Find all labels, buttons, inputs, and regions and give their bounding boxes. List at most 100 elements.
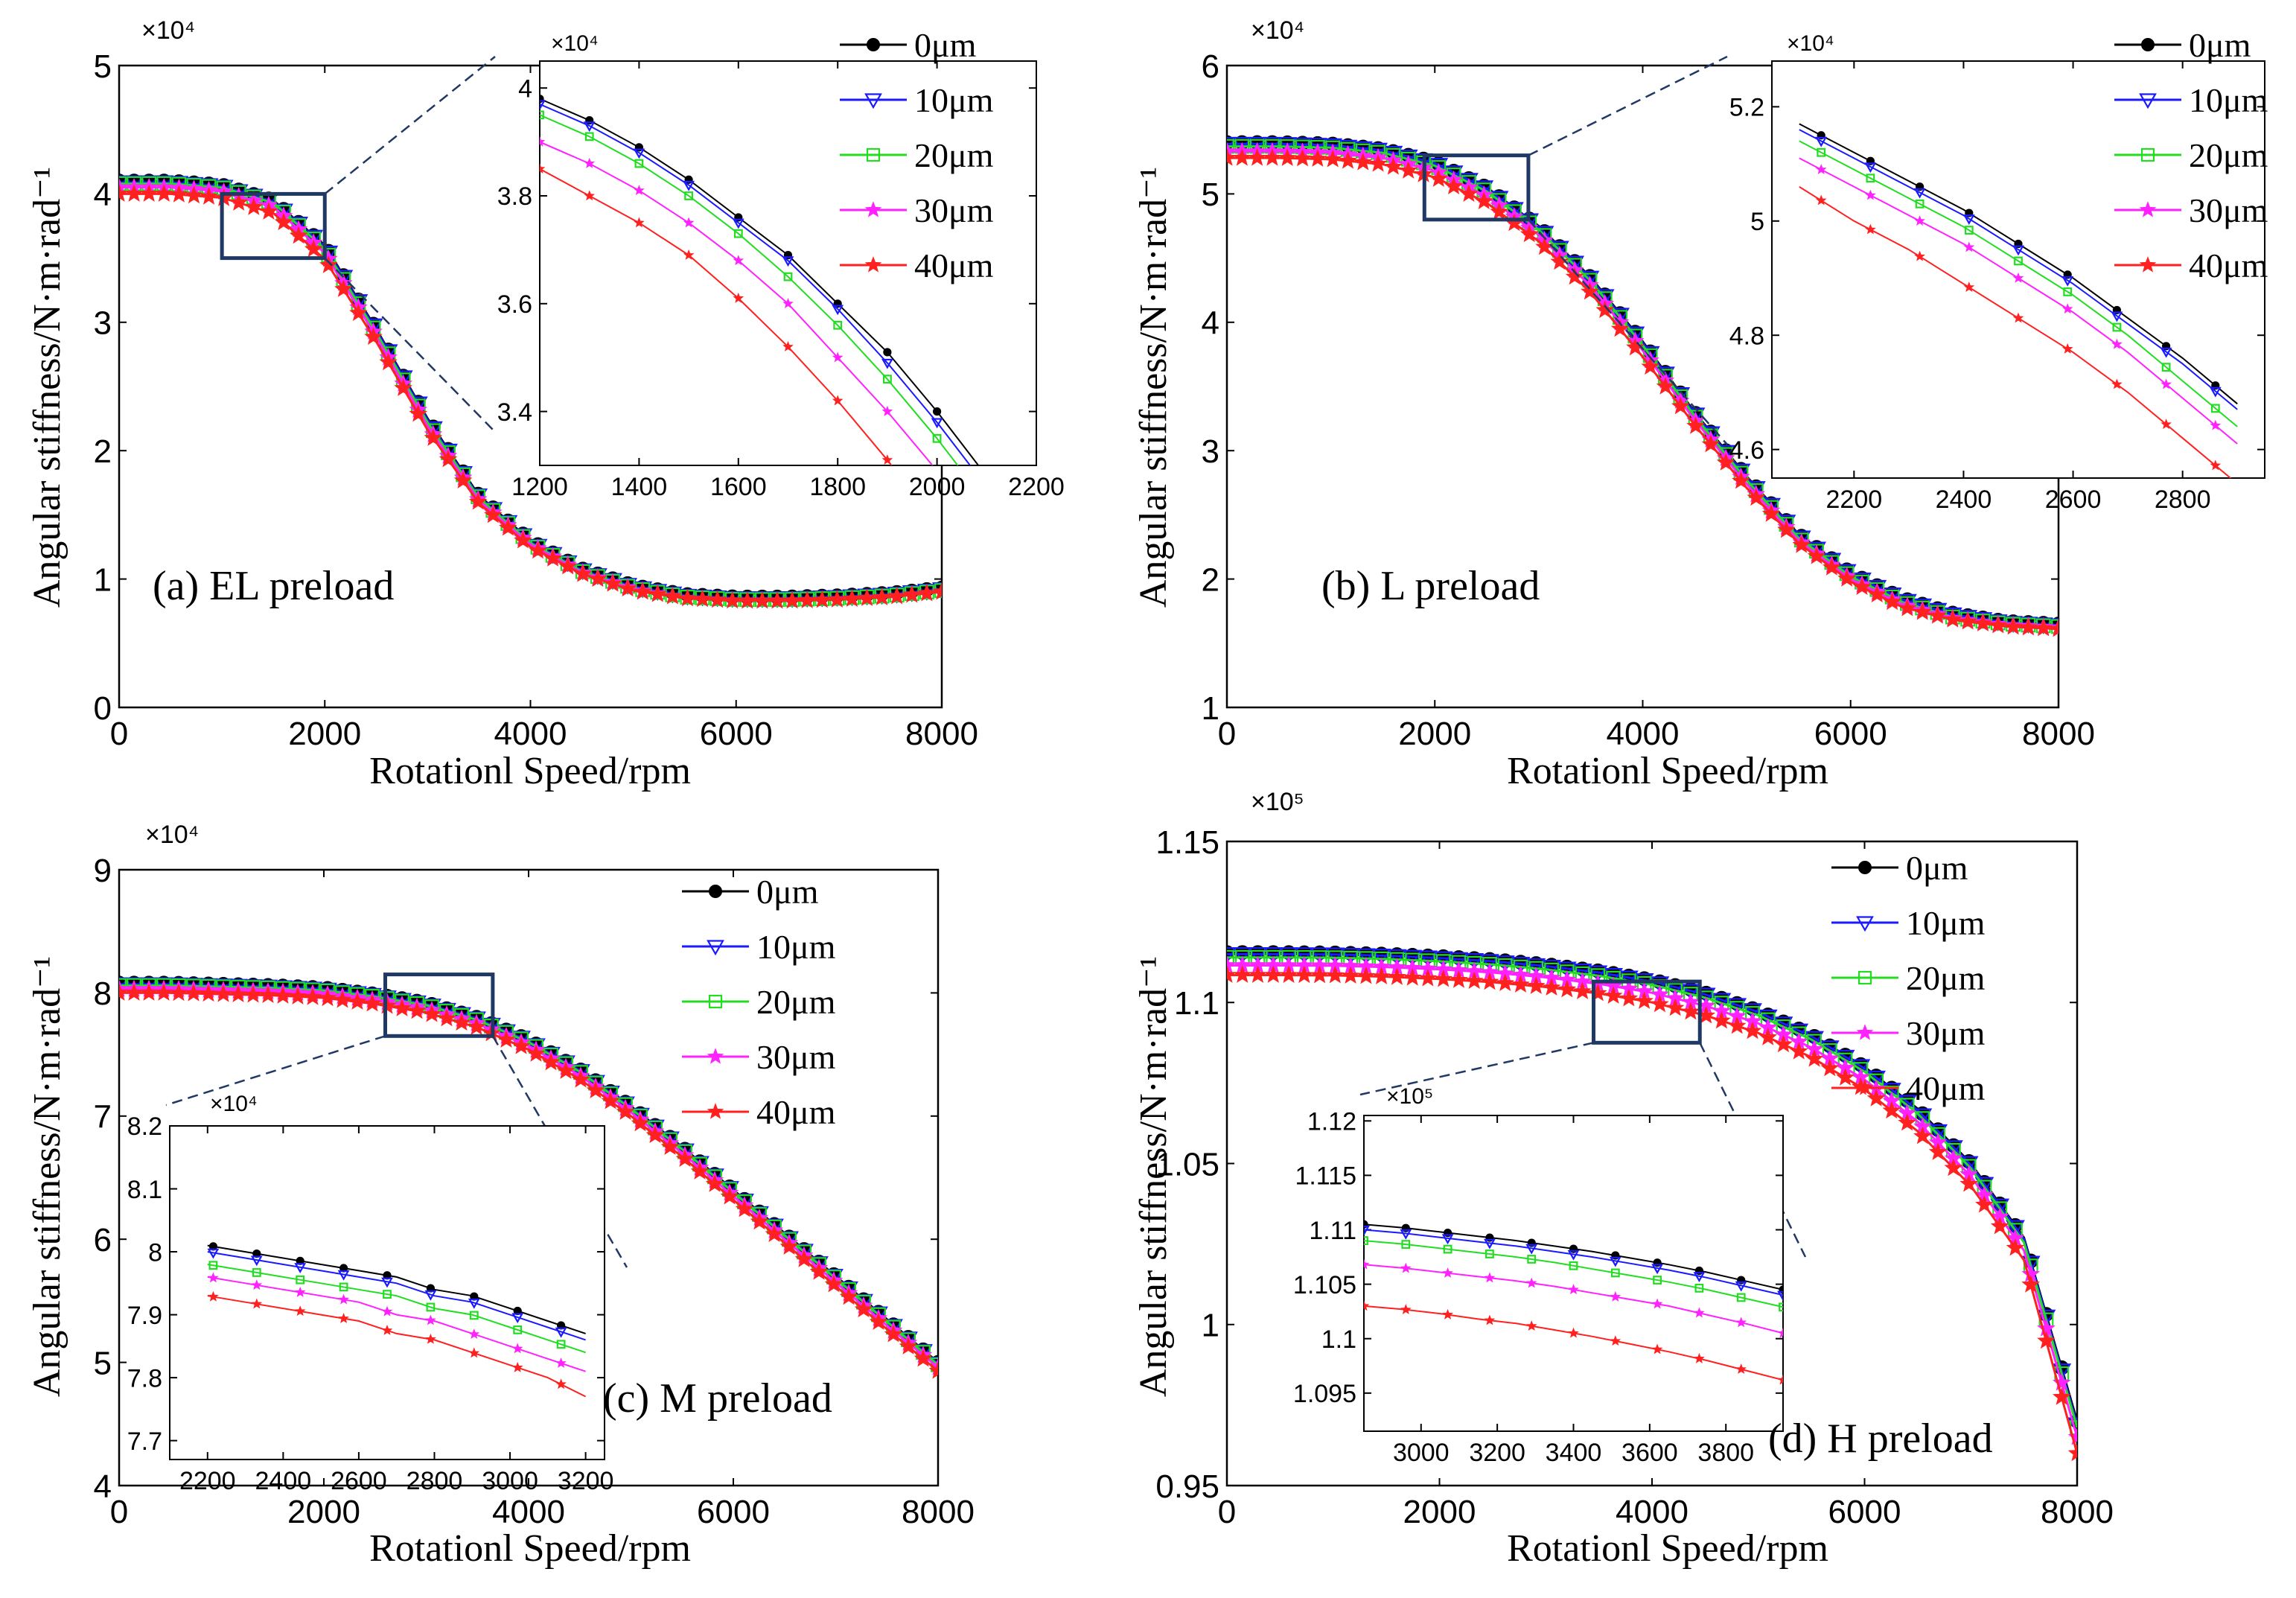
series-marker <box>1686 416 1705 434</box>
inset-series-marker <box>1735 1317 1747 1328</box>
inset-series-group <box>207 1242 587 1398</box>
inset-series-marker <box>1525 1277 1537 1288</box>
inset-series-marker <box>1815 136 1828 147</box>
series-marker <box>899 1337 918 1355</box>
x-tick-label: 2000 <box>288 716 361 752</box>
x-tick-label: 8000 <box>902 1494 975 1530</box>
series-marker <box>437 1008 456 1027</box>
inset-series-marker <box>425 1314 436 1325</box>
series-marker <box>229 984 248 1003</box>
inset-plot-frame <box>539 60 1037 466</box>
inset-series-marker <box>1609 1256 1621 1267</box>
inset-series-marker <box>1527 1255 1537 1264</box>
series-marker <box>1247 136 1267 154</box>
x-axis-label: Rotationl Speed/rpm <box>1507 750 1828 792</box>
series-marker <box>1656 377 1675 395</box>
inset-series-marker <box>338 1293 349 1305</box>
inset-series-marker <box>983 500 991 507</box>
zoom-connector <box>1528 55 1728 156</box>
legend-marker-3 <box>864 201 882 217</box>
inset-series-marker <box>468 1347 480 1358</box>
inset-series-marker <box>513 1306 522 1316</box>
series-marker <box>1565 267 1584 285</box>
y-tick-label: 3 <box>94 305 112 342</box>
inset-series-marker <box>1694 1307 1705 1318</box>
series-marker <box>1227 139 1234 154</box>
series-marker <box>1279 965 1298 984</box>
series-marker <box>1341 966 1360 984</box>
series-marker <box>1651 994 1669 1013</box>
inset-series-marker <box>1651 1343 1663 1355</box>
inset-d: 3000 3200 3400 3600 3800 1.095 1.1 1.105 1.11 1.1… <box>1293 1084 1784 1467</box>
series-marker <box>631 1113 650 1132</box>
series-marker <box>319 255 338 273</box>
legend-label-3: 30μm <box>2189 191 2268 229</box>
x-tick-label: 6000 <box>1828 1494 1901 1530</box>
inset-series-marker <box>683 180 695 191</box>
inset-series-marker <box>832 395 844 406</box>
inset-series-marker <box>684 191 693 200</box>
series-marker <box>1944 1158 1963 1177</box>
inset-axis-exponent: ×10⁴ <box>551 31 599 56</box>
series-marker <box>1293 149 1312 167</box>
series-marker <box>663 587 682 605</box>
inset-plot-frame <box>1363 1115 1784 1432</box>
inset-series-marker <box>381 1325 393 1335</box>
legend-marker-2 <box>2140 147 2155 162</box>
series-marker <box>154 184 173 202</box>
legend-marker-0 <box>1858 861 1872 874</box>
legend-marker-0 <box>709 885 722 898</box>
legend-marker-4 <box>707 1103 724 1119</box>
series-marker <box>318 988 337 1007</box>
inset-series-marker <box>1777 1290 1783 1302</box>
x-tick-label: 0 <box>110 716 128 752</box>
series-marker <box>765 1224 784 1243</box>
y-tick-label: 5 <box>94 1345 112 1381</box>
series-marker <box>243 985 263 1003</box>
series-marker <box>1323 138 1343 156</box>
series-marker <box>693 589 712 608</box>
y-tick-label: 1 <box>1202 1308 1219 1344</box>
inset-x-tick-label: 1600 <box>710 473 767 501</box>
series-marker <box>558 556 578 575</box>
inset-series-group <box>540 95 991 539</box>
x-tick-label: 4000 <box>1616 1494 1688 1530</box>
series-marker <box>1866 1089 1886 1107</box>
panel-title: (c) M preload <box>603 1375 832 1422</box>
inset-series-marker <box>634 185 645 196</box>
series-marker <box>1399 161 1418 179</box>
series-marker <box>1403 949 1423 967</box>
series-marker <box>556 1061 575 1079</box>
series-marker <box>1974 614 1992 631</box>
series-marker <box>618 579 637 597</box>
x-axis-label: Rotationl Speed/rpm <box>369 750 691 792</box>
series-marker <box>1526 958 1546 975</box>
inset-series-marker <box>1400 1304 1412 1315</box>
zoom-box <box>1591 979 1702 1045</box>
inset-series-marker <box>633 148 645 159</box>
zoom-connector <box>1359 1042 1594 1096</box>
series-marker <box>887 586 907 605</box>
series-marker <box>1913 602 1932 620</box>
panel-c: 0 2000 4000 6000 8000 4 5 6 7 8 9 ×10⁴ Angular stiff… <box>26 821 975 1570</box>
series-marker <box>543 549 562 567</box>
series-marker <box>1665 998 1685 1016</box>
inset-series-marker <box>540 163 546 174</box>
series-marker <box>1387 949 1407 967</box>
inset-axis-exponent: ×10⁵ <box>1386 1084 1433 1109</box>
inset-series-marker <box>982 531 991 539</box>
inset-series-marker <box>1913 188 1926 199</box>
series-marker <box>409 404 428 422</box>
legend-label-1: 10μm <box>1906 904 1986 942</box>
series-marker <box>1805 1049 1824 1067</box>
legend-label-2: 20μm <box>914 136 994 174</box>
series-marker <box>1820 1058 1840 1077</box>
series-marker <box>304 239 323 258</box>
series-marker <box>333 990 352 1008</box>
inset-series-marker <box>555 1327 567 1338</box>
inset-y-tick-label: 1.11 <box>1309 1217 1356 1245</box>
series-group <box>119 174 942 609</box>
inset-series-marker <box>513 1325 523 1334</box>
inset-series-marker <box>381 1305 393 1317</box>
